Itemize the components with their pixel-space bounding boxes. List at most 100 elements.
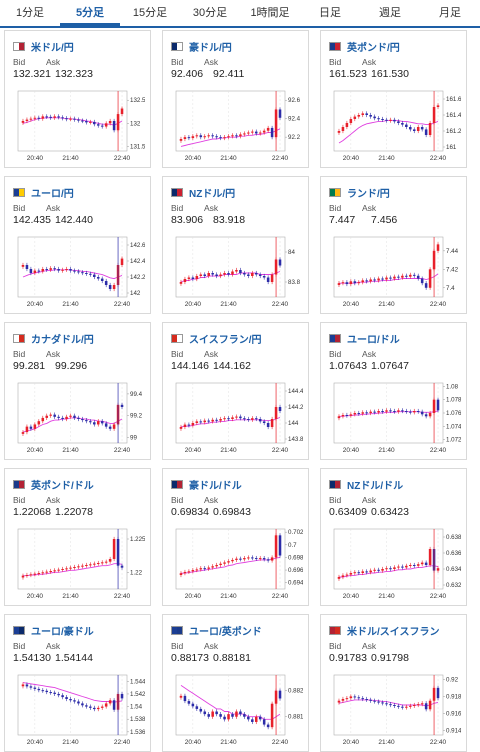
- currency-card[interactable]: 米ドル/スイスフラン Bid Ask 0.91783 0.91798 20:40 21:40…: [320, 614, 467, 752]
- candle-body: [37, 270, 41, 272]
- ask-value: 1.07647: [371, 360, 409, 372]
- pair-name[interactable]: ユーロ/豪ドル: [31, 626, 94, 638]
- price-chart[interactable]: 20:40 21:40 22:40 1.08 1.078 1.076 1.074 1.072: [326, 377, 461, 457]
- currency-card[interactable]: ユーロ/円 Bid Ask 142.435 142.440 20:40 21:40 22:40…: [4, 176, 151, 314]
- pair-name[interactable]: 米ドル/円: [31, 42, 74, 54]
- tab-1[interactable]: 5分足: [60, 0, 120, 26]
- price-chart[interactable]: 20:40 21:40 22:40 84 83.8: [168, 231, 303, 311]
- card-header: ユーロ/ドル: [329, 331, 400, 346]
- candle-body: [41, 417, 45, 422]
- candle-body: [227, 273, 230, 275]
- pair-name[interactable]: 豪ドル/ドル: [189, 480, 242, 492]
- currency-card[interactable]: ユーロ/ドル Bid Ask 1.07643 1.07647 20:40 21:40 22:4…: [320, 322, 467, 460]
- currency-card[interactable]: 豪ドル/ドル Bid Ask 0.69834 0.69843 20:40 21:40 22:4…: [162, 468, 309, 606]
- currency-card[interactable]: ユーロ/英ポンド Bid Ask 0.88173 0.88181 20:40 21:40 22…: [162, 614, 309, 752]
- pair-name[interactable]: カナダドル/円: [31, 334, 94, 346]
- candle-body: [33, 687, 37, 689]
- tab-3[interactable]: 30分足: [192, 7, 228, 19]
- candle-body: [409, 274, 412, 277]
- tab-0[interactable]: 1分足: [15, 7, 45, 19]
- price-chart[interactable]: 20:40 21:40 22:40 144.4 144.2 144 143.8: [168, 377, 303, 457]
- price-chart[interactable]: 20:40 21:40 22:40 0.882 0.881: [168, 669, 303, 749]
- currency-card[interactable]: 豪ドル/円 Bid Ask 92.406 92.411 20:40 21:40 22:40 92…: [162, 30, 309, 168]
- price-chart[interactable]: 20:40 21:40 22:40 92.6 92.4 92.2: [168, 85, 303, 165]
- price-chart[interactable]: 20:40 21:40 22:40 1.544 1.542 1.54 1.538 1.536: [10, 669, 145, 749]
- currency-card[interactable]: 英ポンド/ドル Bid Ask 1.22068 1.22078 20:40 21:40 22:…: [4, 468, 151, 606]
- pair-name[interactable]: ユーロ/英ポンド: [189, 626, 262, 638]
- tab-6[interactable]: 週足: [379, 7, 401, 19]
- candle-body: [361, 571, 365, 573]
- currency-card[interactable]: 米ドル/円 Bid Ask 132.321 132.323 20:40 21:40 22:40…: [4, 30, 151, 168]
- price-chart[interactable]: 20:40 21:40 22:40 161.6 161.4 161.2 161: [326, 85, 461, 165]
- price-chart[interactable]: 20:40 21:40 22:40 0.92 0.918 0.916 0.914: [326, 669, 461, 749]
- candle-body: [77, 119, 80, 121]
- pair-name[interactable]: 英ポンド/円: [347, 42, 400, 54]
- currency-card[interactable]: NZドル/ドル Bid Ask 0.63409 0.63423 20:40 21:40 22:…: [320, 468, 467, 606]
- x-tick-label: 20:40: [343, 593, 360, 600]
- candle-body: [247, 419, 250, 420]
- x-tick-label: 22:40: [430, 739, 447, 746]
- currency-card[interactable]: ランド/円 Bid Ask 7.447 7.456 20:40 21:40 22:40 7.44…: [320, 176, 467, 314]
- pair-name[interactable]: ユーロ/円: [31, 188, 74, 200]
- candle-body: [416, 127, 420, 131]
- price-chart[interactable]: 20:40 21:40 22:40 142.6 142.4 142.2 142: [10, 231, 145, 311]
- currency-card[interactable]: ユーロ/豪ドル Bid Ask 1.54130 1.54144 20:40 21:40 22:…: [4, 614, 151, 752]
- tab-7[interactable]: 月足: [439, 7, 461, 19]
- bid-ask-labels: Bid Ask: [171, 495, 237, 505]
- currency-card[interactable]: スイスフラン/円 Bid Ask 144.146 144.162 20:40 21:40 22…: [162, 322, 309, 460]
- bid-ask-labels: Bid Ask: [329, 641, 395, 651]
- chart-frame: [333, 674, 444, 736]
- bid-label: Bid: [171, 57, 184, 67]
- currency-card[interactable]: 英ポンド/円 Bid Ask 161.523 161.530 20:40 21:40 22:4…: [320, 30, 467, 168]
- candle-body: [25, 575, 29, 576]
- pair-name[interactable]: スイスフラン/円: [189, 334, 262, 346]
- pair-name[interactable]: 米ドル/スイスフラン: [347, 626, 440, 638]
- price-chart[interactable]: 20:40 21:40 22:40 99.4 99.2 99: [10, 377, 145, 457]
- moving-average-line: [338, 120, 439, 144]
- candle-body: [96, 124, 100, 126]
- pair-name[interactable]: 英ポンド/ドル: [31, 480, 94, 492]
- bid-value: 161.523: [329, 68, 367, 80]
- y-tick-label: 1.538: [130, 716, 145, 723]
- price-chart[interactable]: 20:40 21:40 22:40 132.5 132 131.5: [10, 85, 145, 165]
- tab-2[interactable]: 15分足: [132, 7, 168, 19]
- x-tick-label: 20:40: [27, 447, 44, 454]
- y-tick-label: 0.696: [288, 567, 303, 574]
- bid-label: Bid: [171, 641, 184, 651]
- candle-body: [33, 573, 37, 575]
- candle-body: [369, 570, 372, 573]
- moving-average-line: [22, 682, 123, 703]
- price-chart[interactable]: 20:40 21:40 22:40 0.638 0.636 0.634 0.632: [326, 523, 461, 603]
- pair-name[interactable]: ユーロ/ドル: [347, 334, 400, 346]
- candle-body: [199, 135, 203, 138]
- candle-body: [409, 127, 412, 130]
- candle-body: [183, 137, 187, 139]
- candle-body: [373, 279, 376, 281]
- y-tick-label: 0.698: [288, 554, 303, 561]
- candle-body: [100, 125, 104, 127]
- y-tick-label: 142.4: [130, 258, 145, 265]
- y-tick-label: 0.7: [288, 542, 297, 549]
- currency-card[interactable]: カナダドル/円 Bid Ask 99.281 99.296 20:40 21:40 22:40…: [4, 322, 151, 460]
- pair-name[interactable]: NZドル/円: [189, 188, 236, 200]
- candle-body: [45, 690, 49, 693]
- price-chart[interactable]: 20:40 21:40 22:40 0.702 0.7 0.698 0.696 0.694: [168, 523, 303, 603]
- tab-4[interactable]: 1時間足: [250, 7, 290, 19]
- candle-body: [203, 274, 207, 276]
- ask-label: Ask: [46, 57, 61, 67]
- pair-name[interactable]: NZドル/ドル: [347, 480, 404, 492]
- candle-body: [397, 705, 400, 707]
- bid-label: Bid: [329, 495, 342, 505]
- price-chart[interactable]: 20:40 21:40 22:40 1.225 1.22: [10, 523, 145, 603]
- candle-body: [341, 127, 345, 131]
- price-chart[interactable]: 20:40 21:40 22:40 7.44 7.42 7.4: [326, 231, 461, 311]
- pair-name[interactable]: 豪ドル/円: [189, 42, 232, 54]
- currency-card[interactable]: NZドル/円 Bid Ask 83.906 83.918 20:40 21:40 22:40 8…: [162, 176, 309, 314]
- pair-name[interactable]: ランド/円: [347, 188, 390, 200]
- candle-body: [187, 277, 191, 279]
- tab-5[interactable]: 日足: [319, 7, 341, 19]
- candle-body: [179, 427, 183, 429]
- candle-body: [278, 259, 282, 266]
- candle-body: [337, 283, 341, 285]
- candle-body: [104, 561, 108, 563]
